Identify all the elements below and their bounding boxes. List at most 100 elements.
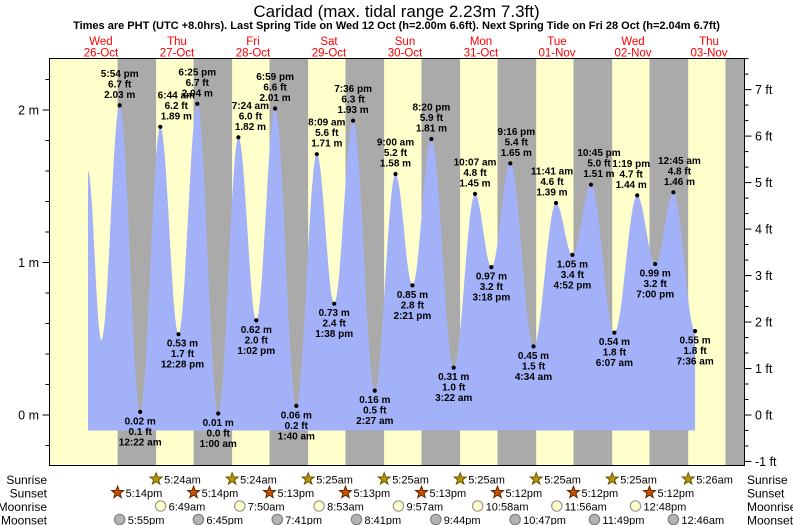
moonrise-time: 8:53am	[327, 502, 364, 514]
high-tide-label: 1.71 m	[311, 139, 342, 150]
low-tide-label: 0.54 m	[599, 337, 630, 348]
moonset-moon-icon	[509, 513, 521, 525]
low-tide-label: 3.2 ft	[644, 279, 668, 290]
low-tide-label: 7:36 am	[676, 357, 713, 368]
low-tide-label: 2:21 pm	[394, 311, 432, 322]
row-label-left-sunrise: Sunrise	[6, 473, 47, 487]
tide-extreme-dot	[489, 265, 494, 270]
low-tide-label: 0.55 m	[680, 336, 711, 347]
high-tide-label: 5.0 ft	[587, 159, 611, 170]
high-tide-label: 10:45 pm	[577, 148, 620, 159]
day-label-date: 28-Oct	[236, 48, 271, 60]
low-tide-label: 3:18 pm	[473, 293, 511, 304]
day-label-date: 02-Nov	[614, 48, 651, 60]
sunset-time: 5:14pm	[126, 488, 163, 500]
high-tide-label: 6:59 pm	[256, 72, 294, 83]
tide-extreme-dot	[314, 152, 319, 157]
high-tide-label: 2.01 m	[260, 93, 291, 104]
tide-extreme-dot	[671, 190, 676, 195]
low-tide-label: 1.7 ft	[171, 349, 195, 360]
tide-extreme-dot	[472, 191, 478, 196]
day-label-date: 03-Nov	[690, 48, 727, 60]
low-tide-label: 0.97 m	[476, 272, 507, 283]
night-band	[725, 58, 745, 466]
high-tide-label: 1.39 m	[536, 188, 567, 199]
low-tide-label: 1:00 am	[200, 439, 237, 450]
moonset-moon-icon	[192, 513, 205, 525]
low-tide-label: 0.01 m	[203, 418, 234, 429]
sunrise-star-icon	[300, 471, 316, 486]
tide-extreme-dot	[553, 200, 559, 206]
tide-extreme-dot	[653, 261, 658, 267]
high-tide-label: 12:45 am	[658, 156, 701, 167]
day-label-dow: Mon	[470, 36, 492, 48]
high-tide-label: 1.44 m	[616, 180, 647, 191]
moonset-moon-icon	[271, 513, 284, 525]
right-axis-tick-label: 7 ft	[755, 83, 773, 97]
row-label-right-moonrise: Moonrise	[747, 500, 793, 514]
right-axis-tick-label: 5 ft	[755, 176, 773, 190]
moonrise-moon-icon	[234, 500, 246, 512]
sunset-star-icon	[110, 484, 126, 499]
moonset-moon-icon	[430, 513, 442, 525]
right-axis-tick-label: 4 ft	[755, 223, 773, 237]
low-tide-label: 1:38 pm	[315, 329, 353, 340]
low-tide-label: 1.8 ft	[603, 348, 627, 359]
low-tide-label: 3.4 ft	[561, 270, 585, 281]
moonset-time: 9:44pm	[444, 515, 481, 525]
right-axis-tick-label: 3 ft	[755, 269, 773, 283]
high-tide-label: 6.7 ft	[186, 78, 210, 89]
sunset-time: 5:14pm	[202, 488, 239, 500]
low-tide-label: 0.06 m	[281, 410, 312, 421]
sunrise-star-icon	[680, 471, 696, 486]
moonrise-time: 12:48pm	[644, 502, 687, 514]
sunrise-star-icon	[224, 471, 240, 486]
moonrise-time: 9:57am	[407, 502, 444, 514]
moonrise-time: 6:49am	[169, 502, 206, 514]
low-tide-label: 1.05 m	[557, 259, 588, 270]
high-tide-label: 6.2 ft	[165, 101, 189, 112]
sunrise-time: 5:25am	[544, 475, 581, 487]
high-tide-label: 5:54 pm	[101, 69, 139, 80]
low-tide-label: 7:00 pm	[636, 290, 674, 301]
tide-extreme-dot	[294, 403, 299, 408]
high-tide-label: 10:07 am	[454, 157, 497, 168]
sunrise-star-icon	[604, 471, 620, 486]
tide-extreme-dot	[254, 318, 259, 323]
low-tide-label: 0.73 m	[319, 308, 350, 319]
row-label-right-moonset: Moonset	[747, 514, 793, 525]
sunrise-star-icon	[376, 471, 392, 486]
high-tide-label: 7:36 pm	[334, 84, 372, 95]
moonset-time: 12:46am	[681, 515, 724, 525]
low-tide-label: 1:02 pm	[237, 346, 275, 357]
high-tide-label: 4.8 ft	[463, 168, 487, 179]
tide-extreme-dot	[236, 135, 241, 140]
high-tide-label: 11:41 am	[531, 167, 573, 178]
high-tide-label: 1.93 m	[338, 105, 369, 116]
moonset-time: 11:49pm	[602, 515, 644, 525]
low-tide-label: 2.4 ft	[323, 319, 347, 330]
high-tide-label: 6:44 am	[158, 90, 195, 101]
low-tide-label: 3:22 am	[435, 393, 472, 404]
day-label-date: 31-Oct	[464, 48, 499, 60]
tide-extreme-dot	[508, 161, 513, 166]
low-tide-label: 1:40 am	[278, 431, 315, 442]
right-axis-tick-label: 6 ft	[755, 130, 773, 144]
day-label-dow: Thu	[699, 36, 719, 48]
sunset-time: 5:12pm	[658, 488, 695, 500]
tide-extreme-dot	[117, 103, 122, 108]
high-tide-label: 1.58 m	[380, 159, 411, 170]
sunrise-star-icon	[528, 471, 544, 486]
sunset-star-icon	[338, 484, 353, 499]
low-tide-label: 4:34 am	[515, 372, 552, 383]
high-tide-label: 1.45 m	[459, 178, 490, 189]
moonset-time: 10:47pm	[523, 515, 566, 525]
day-label-dow: Wed	[621, 36, 644, 48]
sunset-time: 5:12pm	[506, 488, 543, 500]
low-tide-label: 4:52 pm	[554, 280, 592, 291]
high-tide-label: 8:09 am	[308, 118, 345, 129]
sunrise-star-icon	[452, 471, 468, 486]
day-label-date: 29-Oct	[312, 48, 347, 60]
